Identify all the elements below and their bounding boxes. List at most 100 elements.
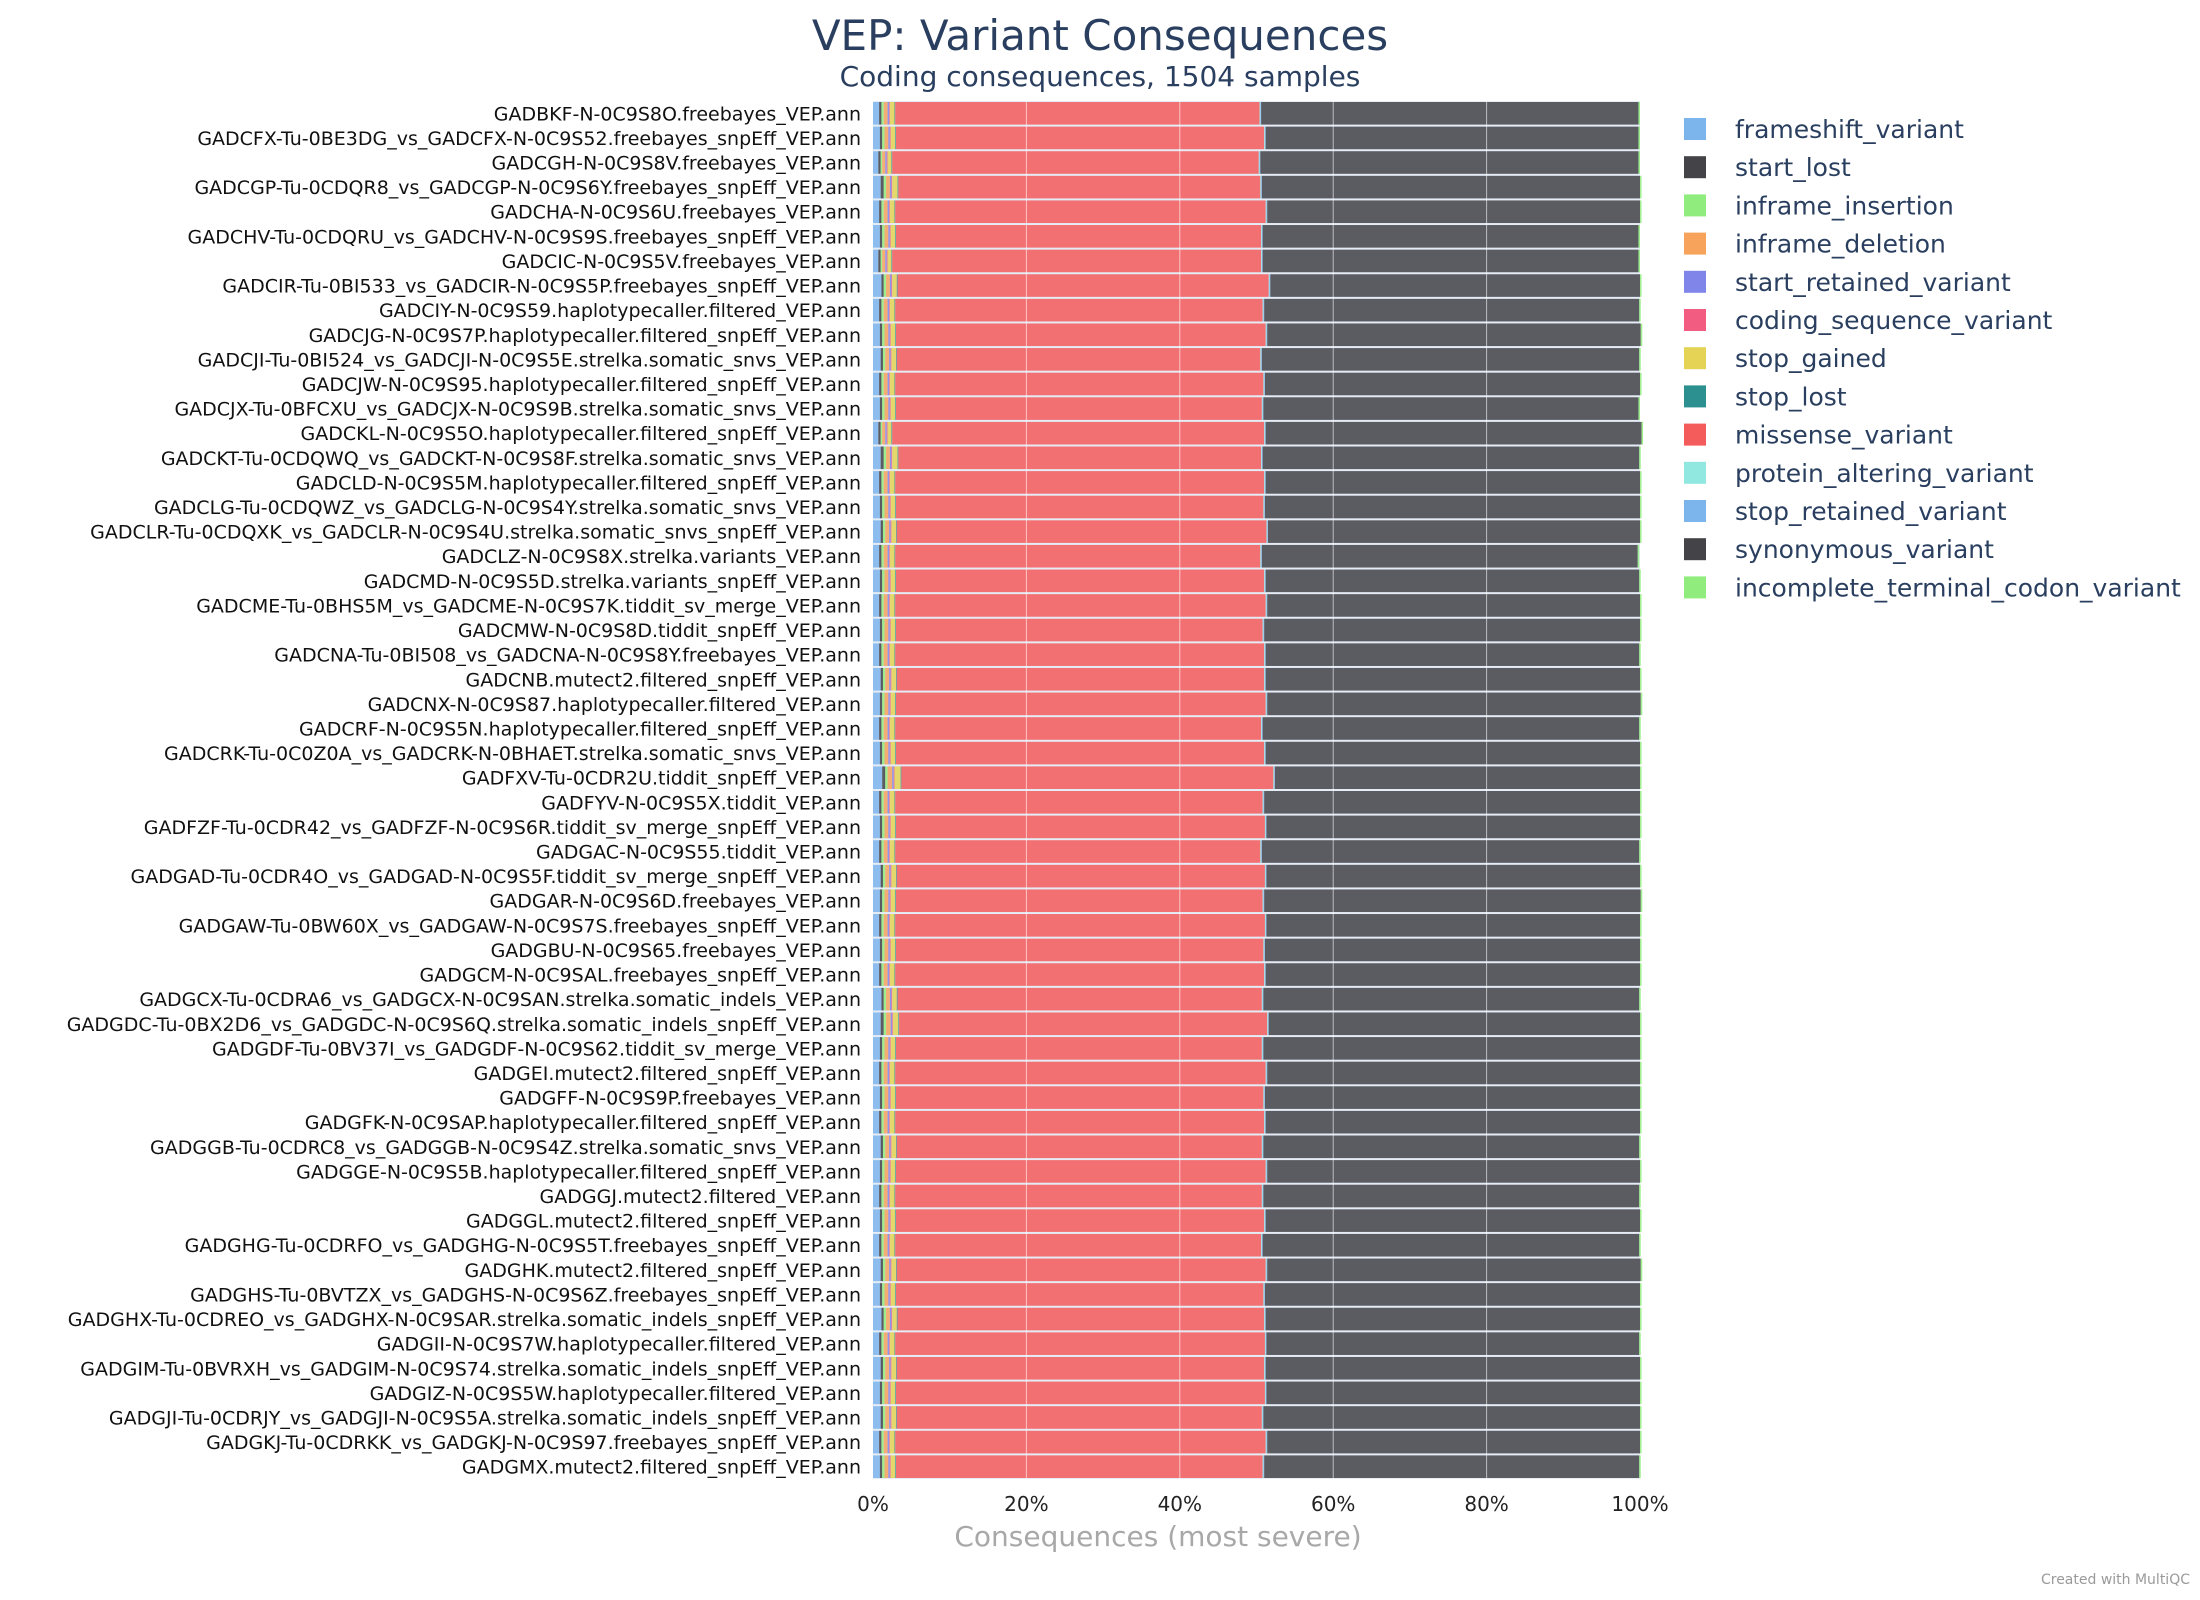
- bar-segment-stop-gained[interactable]: [890, 397, 896, 420]
- bar-segment-stop-gained[interactable]: [889, 643, 895, 666]
- bar-segment-stop-retained-variant[interactable]: [1263, 298, 1265, 322]
- bar-segment-stop-lost[interactable]: [894, 200, 896, 224]
- bar-segment-stop-retained-variant[interactable]: [1264, 1307, 1266, 1331]
- bar-segment-coding-sequence-variant[interactable]: [889, 1283, 891, 1306]
- bar-segment-stop-lost[interactable]: [897, 446, 899, 470]
- bar-segment-frameshift-variant[interactable]: [873, 348, 881, 371]
- bar-segment-start-retained-variant[interactable]: [889, 348, 891, 371]
- bar-segment-stop-lost[interactable]: [894, 471, 896, 494]
- bar-segment-missense-variant[interactable]: [895, 102, 1260, 125]
- bar-segment-stop-lost[interactable]: [895, 741, 897, 765]
- bar-segment-start-lost[interactable]: [880, 1012, 884, 1036]
- bar-segment-start-lost[interactable]: [880, 348, 883, 371]
- bar-segment-incomplete-terminal-codon-variant[interactable]: [1638, 102, 1640, 125]
- bar-segment-start-lost[interactable]: [879, 1455, 883, 1478]
- bar-segment-missense-variant[interactable]: [896, 126, 1265, 150]
- bar-segment-synonymous-variant[interactable]: [1264, 889, 1641, 913]
- bar-segment-stop-gained[interactable]: [887, 151, 892, 174]
- bar-segment-stop-gained[interactable]: [890, 1086, 896, 1109]
- bar-segment-stop-lost[interactable]: [895, 1455, 897, 1478]
- bar-segment-coding-sequence-variant[interactable]: [891, 274, 893, 297]
- bar-segment-start-retained-variant[interactable]: [888, 126, 890, 150]
- bar-segment-start-retained-variant[interactable]: [892, 766, 894, 789]
- bar-segment-start-lost[interactable]: [879, 1209, 883, 1232]
- bar-segment-stop-gained[interactable]: [890, 126, 896, 150]
- bar-segment-frameshift-variant[interactable]: [873, 1061, 880, 1085]
- bar-segment-start-retained-variant[interactable]: [885, 421, 887, 445]
- bar-segment-incomplete-terminal-codon-variant[interactable]: [1640, 963, 1642, 986]
- bar-segment-start-retained-variant[interactable]: [887, 643, 890, 666]
- bar-segment-stop-gained[interactable]: [890, 938, 896, 962]
- bar-segment-stop-lost[interactable]: [896, 274, 898, 297]
- bar-segment-inframe-deletion[interactable]: [883, 791, 888, 814]
- bar-segment-stop-lost[interactable]: [894, 963, 896, 986]
- bar-segment-frameshift-variant[interactable]: [873, 667, 881, 691]
- bar-segment-missense-variant[interactable]: [895, 1332, 1265, 1355]
- bar-segment-inframe-insertion[interactable]: [883, 987, 887, 1011]
- bar-segment-incomplete-terminal-codon-variant[interactable]: [1639, 987, 1641, 1011]
- bar-segment-start-retained-variant[interactable]: [888, 741, 890, 765]
- bar-segment-inframe-deletion[interactable]: [884, 397, 889, 420]
- bar-segment-incomplete-terminal-codon-variant[interactable]: [1639, 643, 1641, 666]
- bar-segment-coding-sequence-variant[interactable]: [890, 1406, 892, 1429]
- bar-segment-incomplete-terminal-codon-variant[interactable]: [1640, 1209, 1642, 1232]
- bar-segment-coding-sequence-variant[interactable]: [889, 1110, 890, 1134]
- bar-segment-stop-retained-variant[interactable]: [1261, 544, 1262, 568]
- bar-segment-stop-gained[interactable]: [890, 495, 896, 519]
- bar-segment-incomplete-terminal-codon-variant[interactable]: [1640, 1258, 1643, 1282]
- bar-segment-coding-sequence-variant[interactable]: [889, 692, 891, 716]
- bar-segment-synonymous-variant[interactable]: [1264, 1455, 1640, 1478]
- bar-segment-stop-gained[interactable]: [892, 1012, 899, 1036]
- bar-segment-synonymous-variant[interactable]: [1266, 815, 1640, 839]
- bar-segment-coding-sequence-variant[interactable]: [889, 200, 890, 224]
- bar-segment-incomplete-terminal-codon-variant[interactable]: [1640, 692, 1643, 716]
- bar-segment-start-retained-variant[interactable]: [887, 1233, 890, 1257]
- bar-segment-missense-variant[interactable]: [896, 864, 1265, 888]
- bar-segment-incomplete-terminal-codon-variant[interactable]: [1640, 667, 1642, 691]
- bar-segment-synonymous-variant[interactable]: [1264, 298, 1640, 322]
- bar-segment-synonymous-variant[interactable]: [1268, 1012, 1640, 1036]
- bar-segment-frameshift-variant[interactable]: [873, 914, 880, 937]
- bar-segment-synonymous-variant[interactable]: [1265, 741, 1640, 765]
- bar-segment-stop-retained-variant[interactable]: [1262, 1135, 1264, 1159]
- legend-item-inframe-insertion[interactable]: inframe_insertion: [1684, 191, 1954, 220]
- bar-segment-stop-lost[interactable]: [895, 495, 897, 519]
- bar-segment-frameshift-variant[interactable]: [873, 274, 882, 297]
- bar-segment-incomplete-terminal-codon-variant[interactable]: [1639, 569, 1641, 593]
- bar-segment-incomplete-terminal-codon-variant[interactable]: [1640, 495, 1642, 519]
- bar-segment-inframe-insertion[interactable]: [882, 520, 886, 543]
- bar-segment-missense-variant[interactable]: [896, 397, 1262, 420]
- bar-segment-start-retained-variant[interactable]: [888, 618, 890, 642]
- bar-segment-stop-retained-variant[interactable]: [1261, 1233, 1263, 1257]
- bar-segment-stop-gained[interactable]: [890, 1160, 896, 1183]
- bar-segment-synonymous-variant[interactable]: [1264, 938, 1640, 962]
- bar-segment-start-lost[interactable]: [879, 1233, 882, 1257]
- bar-segment-stop-gained[interactable]: [889, 1184, 895, 1208]
- bar-segment-inframe-insertion[interactable]: [882, 1406, 886, 1429]
- bar-segment-frameshift-variant[interactable]: [873, 520, 881, 543]
- legend-item-missense-variant[interactable]: missense_variant: [1684, 421, 1953, 450]
- bar-segment-inframe-insertion[interactable]: [882, 1283, 885, 1306]
- bar-segment-missense-variant[interactable]: [896, 520, 1267, 543]
- bar-segment-missense-variant[interactable]: [896, 225, 1262, 248]
- bar-segment-stop-retained-variant[interactable]: [1263, 1455, 1265, 1478]
- bar-segment-frameshift-variant[interactable]: [873, 372, 880, 396]
- bar-segment-inframe-insertion[interactable]: [880, 421, 883, 445]
- bar-segment-start-lost[interactable]: [878, 151, 881, 174]
- bar-segment-start-lost[interactable]: [879, 938, 883, 962]
- bar-segment-inframe-insertion[interactable]: [882, 667, 886, 691]
- bar-segment-protein-altering-variant[interactable]: [1263, 1283, 1265, 1306]
- bar-segment-synonymous-variant[interactable]: [1267, 692, 1641, 716]
- bar-segment-start-lost[interactable]: [879, 692, 883, 716]
- bar-segment-stop-retained-variant[interactable]: [1264, 372, 1265, 396]
- bar-segment-incomplete-terminal-codon-variant[interactable]: [1640, 471, 1642, 494]
- bar-segment-incomplete-terminal-codon-variant[interactable]: [1640, 914, 1642, 937]
- bar-segment-start-retained-variant[interactable]: [887, 1430, 890, 1454]
- bar-segment-stop-retained-variant[interactable]: [1274, 766, 1275, 789]
- bar-segment-protein-altering-variant[interactable]: [1273, 766, 1275, 789]
- bar-segment-coding-sequence-variant[interactable]: [889, 618, 891, 642]
- bar-segment-inframe-insertion[interactable]: [883, 1307, 887, 1331]
- bar-segment-coding-sequence-variant[interactable]: [891, 1307, 893, 1331]
- bar-segment-stop-retained-variant[interactable]: [1266, 692, 1268, 716]
- bar-segment-stop-lost[interactable]: [895, 1160, 897, 1183]
